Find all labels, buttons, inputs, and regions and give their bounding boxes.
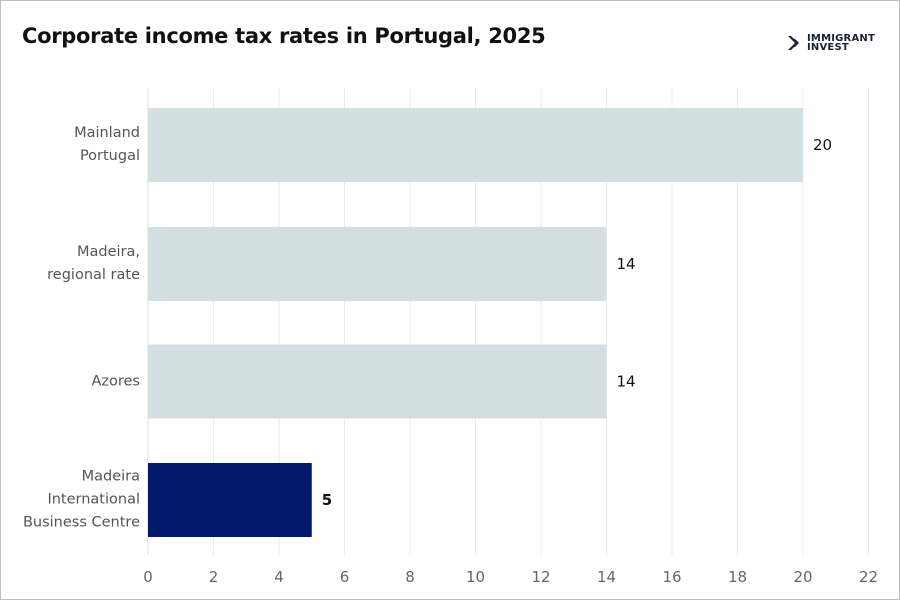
- x-tick-label: 12: [531, 568, 550, 586]
- x-tick-label: 22: [859, 568, 878, 586]
- value-label: 14: [617, 373, 636, 391]
- x-tick-label: 0: [143, 568, 153, 586]
- category-label: Madeira, regional rate: [47, 244, 140, 283]
- logo-line-2: INVEST: [807, 42, 849, 53]
- x-tick-label: 18: [728, 568, 747, 586]
- value-label: 20: [813, 136, 832, 154]
- category-label: Mainland Portugal: [74, 125, 140, 164]
- bar: [148, 463, 312, 537]
- x-tick-label: 4: [274, 568, 284, 586]
- bar: [148, 108, 803, 182]
- value-label: 14: [617, 255, 636, 273]
- logo-text: IMMIGRANT INVEST: [807, 33, 875, 53]
- value-label: 5: [322, 491, 332, 509]
- logo-chevron-icon: [788, 36, 799, 50]
- bar: [148, 344, 607, 419]
- logo: IMMIGRANT INVEST: [787, 33, 875, 53]
- x-tick-label: 8: [405, 568, 415, 586]
- x-tick-label: 14: [597, 568, 616, 586]
- x-tick-label: 2: [209, 568, 219, 586]
- x-tick-label: 10: [466, 568, 485, 586]
- bar: [148, 227, 607, 301]
- chart-title: Corporate income tax rates in Portugal, …: [22, 24, 546, 48]
- category-label: Madeira International Business Centre: [22, 468, 140, 531]
- logo-line-1: IMMIGRANT: [807, 33, 875, 44]
- x-tick-label: 20: [793, 568, 812, 586]
- x-tick-label: 6: [340, 568, 350, 586]
- x-tick-label: 16: [662, 568, 681, 586]
- category-label: Azores: [91, 373, 140, 389]
